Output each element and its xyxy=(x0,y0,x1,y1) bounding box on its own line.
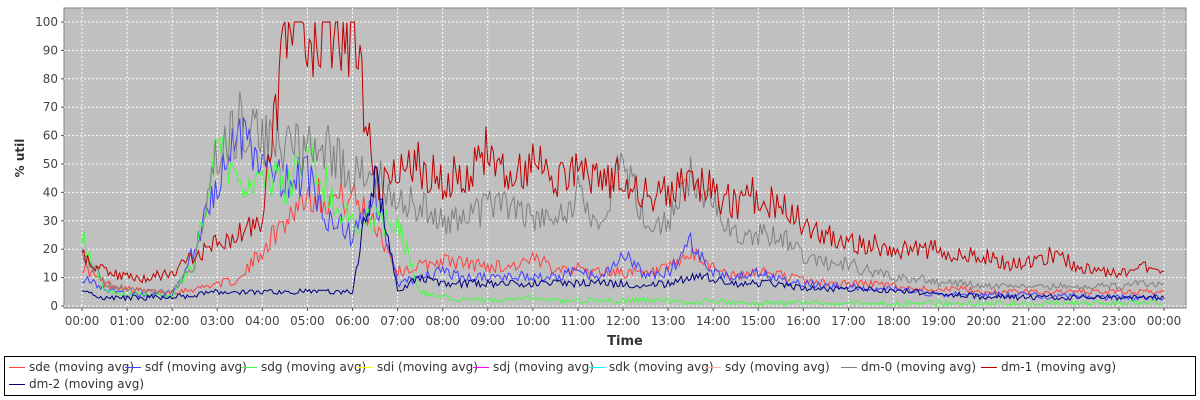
legend-label: sdj (moving avg) xyxy=(493,360,594,374)
x-axis-label: Time xyxy=(607,334,643,349)
legend-swatch xyxy=(705,366,721,368)
legend-item: sdf (moving avg) xyxy=(125,360,247,374)
y-tick-label: 80 xyxy=(43,72,58,86)
legend-item: sdj (moving avg) xyxy=(473,360,594,374)
series-line xyxy=(81,91,1165,295)
x-tick-label: 20:00 xyxy=(966,314,1001,328)
y-axis-label: % util xyxy=(13,139,27,178)
legend-item: sdk (moving avg) xyxy=(589,360,714,374)
legend-item: dm-2 (moving avg) xyxy=(9,377,144,391)
x-tick-label: 05:00 xyxy=(290,314,325,328)
x-tick-label: 13:00 xyxy=(651,314,686,328)
y-tick-label: 40 xyxy=(43,185,58,199)
y-tick-label: 90 xyxy=(43,43,58,57)
x-tick-label: 00:00 xyxy=(1147,314,1182,328)
y-tick-label: 50 xyxy=(43,157,58,171)
legend-swatch xyxy=(9,366,25,368)
legend-swatch xyxy=(9,383,25,385)
legend-swatch xyxy=(241,366,257,368)
x-tick-label: 02:00 xyxy=(155,314,190,328)
legend-label: sdg (moving avg) xyxy=(261,360,367,374)
legend-swatch xyxy=(841,366,857,368)
legend-label: dm-0 (moving avg) xyxy=(861,360,977,374)
y-tick-label: 20 xyxy=(43,242,58,256)
legend-item: sde (moving avg) xyxy=(9,360,134,374)
legend-item: dm-1 (moving avg) xyxy=(981,360,1116,374)
legend-label: sdf (moving avg) xyxy=(145,360,247,374)
x-tick-label: 22:00 xyxy=(1057,314,1092,328)
legend: sde (moving avg) sdf (moving avg) sdg (mov… xyxy=(4,356,1196,396)
legend-label: sdy (moving avg) xyxy=(725,360,830,374)
x-tick-label: 18:00 xyxy=(876,314,911,328)
legend-label: sdi (moving avg) xyxy=(377,360,478,374)
legend-swatch xyxy=(981,366,997,368)
y-tick-label: 30 xyxy=(43,214,58,228)
x-tick-label: 09:00 xyxy=(470,314,505,328)
x-tick-label: 23:00 xyxy=(1102,314,1137,328)
legend-swatch xyxy=(473,366,489,368)
x-tick-label: 21:00 xyxy=(1011,314,1046,328)
x-tick-label: 03:00 xyxy=(200,314,235,328)
legend-label: sdk (moving avg) xyxy=(609,360,714,374)
y-tick-label: 0 xyxy=(50,299,58,313)
legend-label: dm-1 (moving avg) xyxy=(1001,360,1117,374)
series-line xyxy=(81,177,1165,296)
x-tick-label: 01:00 xyxy=(110,314,145,328)
series-line xyxy=(81,135,1165,308)
legend-item: sdg (moving avg) xyxy=(241,360,366,374)
series-lines xyxy=(81,21,1165,308)
x-tick-label: 06:00 xyxy=(335,314,370,328)
x-tick-label: 17:00 xyxy=(831,314,866,328)
series-line xyxy=(81,116,1165,302)
series-line xyxy=(81,21,1165,284)
x-tick-label: 11:00 xyxy=(561,314,596,328)
y-tick-label: 60 xyxy=(43,129,58,143)
legend-label: dm-2 (moving avg) xyxy=(29,377,145,391)
x-tick-label: 00:00 xyxy=(65,314,100,328)
legend-item: sdy (moving avg) xyxy=(705,360,830,374)
legend-swatch xyxy=(125,366,141,368)
legend-item: sdi (moving avg) xyxy=(357,360,478,374)
legend-label: sde (moving avg) xyxy=(29,360,135,374)
y-axis: 0 10 20 30 40 50 60 70 80 90 100 xyxy=(35,15,64,313)
x-tick-label: 10:00 xyxy=(516,314,551,328)
series-line xyxy=(81,165,1165,302)
legend-swatch xyxy=(357,366,373,368)
y-tick-label: 70 xyxy=(43,100,58,114)
legend-item: dm-0 (moving avg) xyxy=(841,360,976,374)
chart: 0 10 20 30 40 50 60 70 80 90 100 00:00 01:00 02:00 03… xyxy=(13,7,1187,349)
x-tick-label: 07:00 xyxy=(380,314,415,328)
x-tick-label: 12:00 xyxy=(606,314,641,328)
x-tick-label: 15:00 xyxy=(741,314,776,328)
y-tick-label: 100 xyxy=(35,15,58,29)
legend-swatch xyxy=(589,366,605,368)
x-tick-label: 08:00 xyxy=(425,314,460,328)
x-tick-label: 04:00 xyxy=(245,314,280,328)
x-tick-label: 14:00 xyxy=(696,314,731,328)
x-tick-label: 19:00 xyxy=(921,314,956,328)
y-tick-label: 10 xyxy=(43,271,58,285)
x-tick-label: 16:00 xyxy=(786,314,821,328)
plot-area xyxy=(63,7,1187,309)
x-axis: 00:00 01:00 02:00 03:00 04:00 05:00 06:00 07:00… xyxy=(65,308,1182,328)
